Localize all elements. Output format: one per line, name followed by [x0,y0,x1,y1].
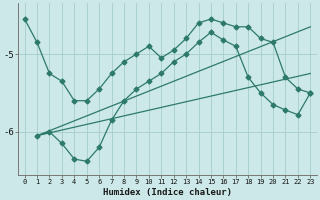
X-axis label: Humidex (Indice chaleur): Humidex (Indice chaleur) [103,188,232,197]
